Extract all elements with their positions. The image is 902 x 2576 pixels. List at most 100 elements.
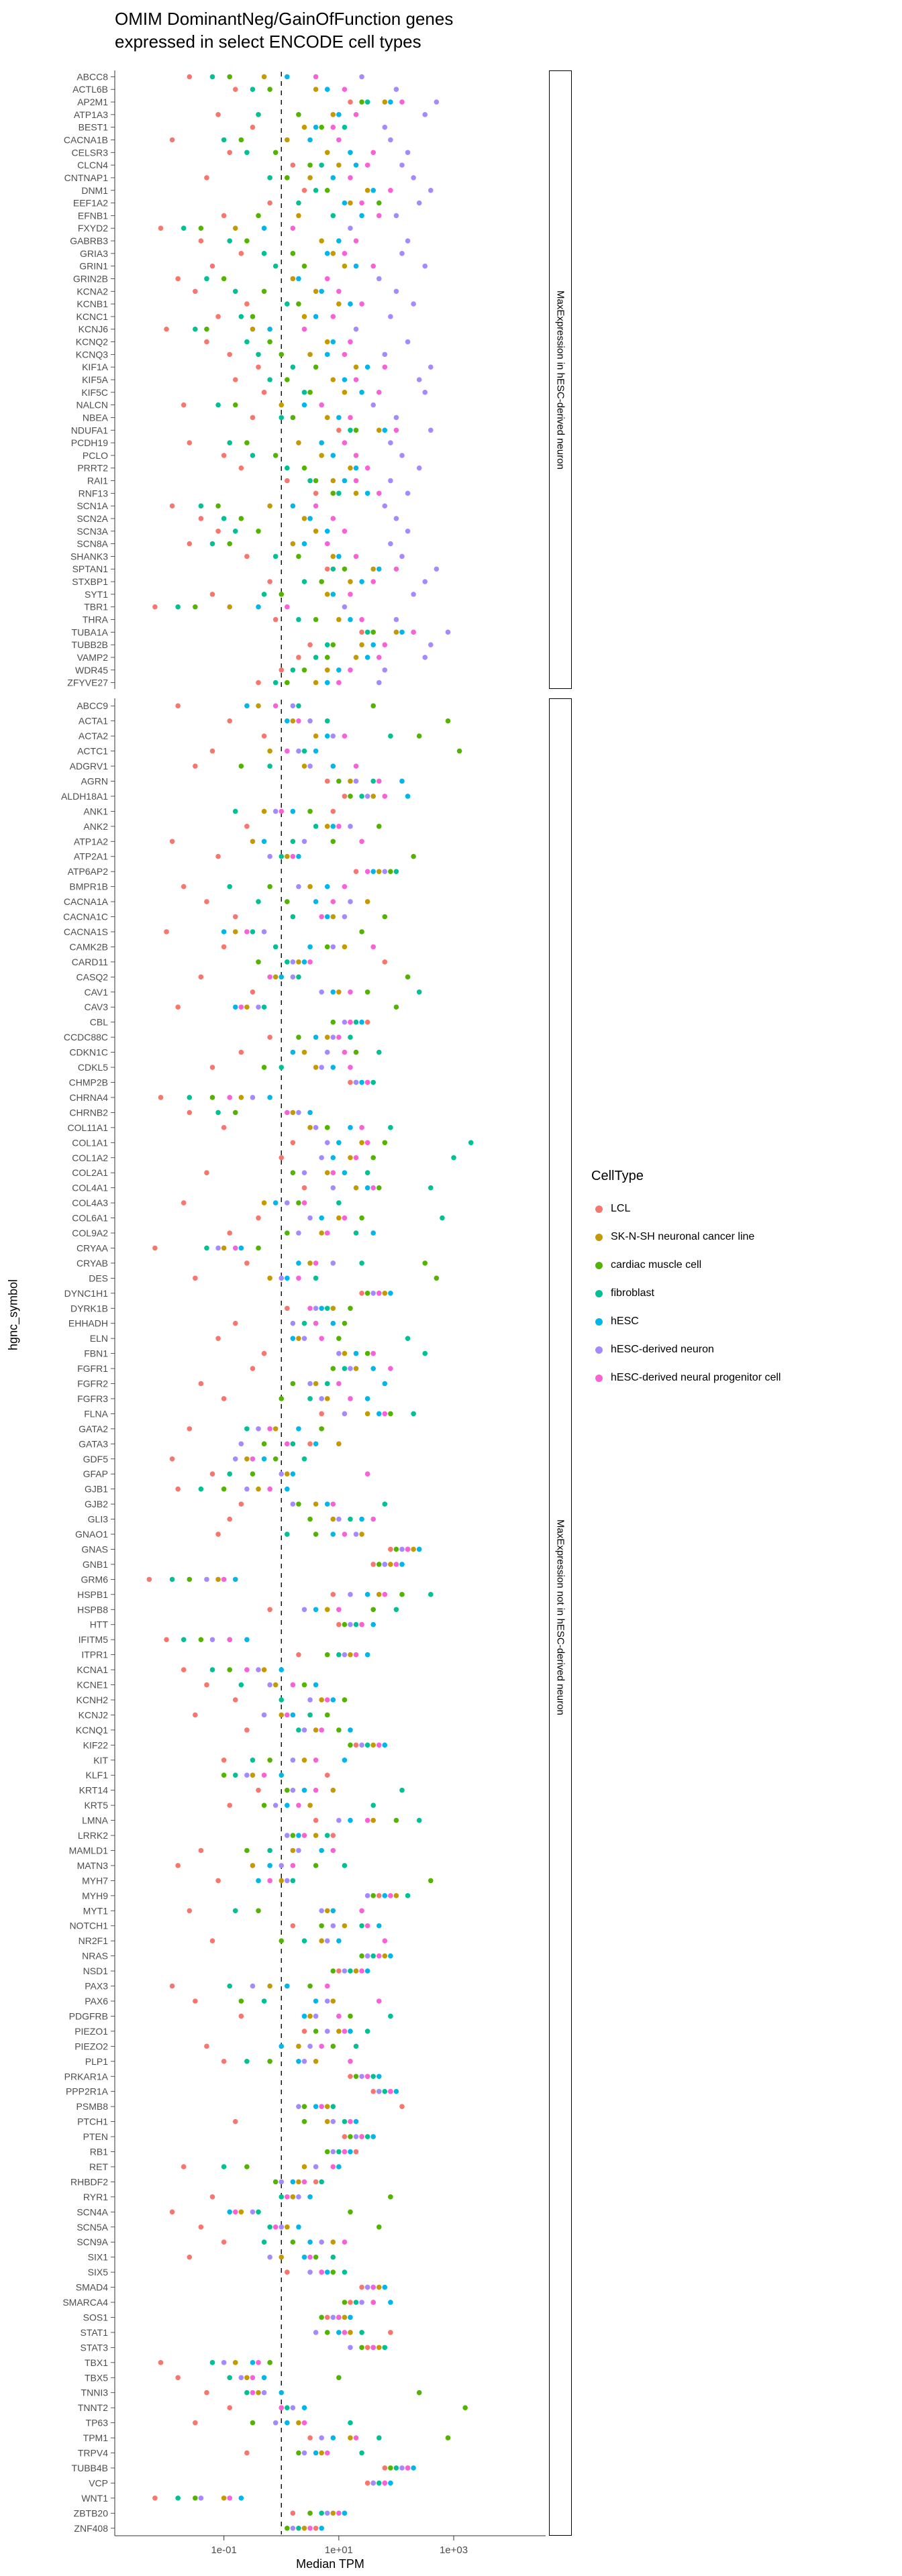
data-point xyxy=(221,929,227,934)
data-point xyxy=(169,1456,175,1462)
data-point xyxy=(187,1095,193,1100)
gene-label: CAV3 xyxy=(84,1002,108,1012)
gene-label: NR2F1 xyxy=(79,1935,109,1946)
data-point xyxy=(272,150,279,156)
gene-label: PLP1 xyxy=(85,2056,108,2067)
data-point xyxy=(393,2088,399,2094)
data-point xyxy=(313,1320,319,1326)
gene-label: PTEN xyxy=(83,2131,108,2142)
data-point xyxy=(250,87,256,93)
data-point xyxy=(215,1336,221,1341)
data-point xyxy=(221,1396,227,1401)
data-point xyxy=(336,1652,342,1658)
data-point xyxy=(256,2360,261,2365)
data-point xyxy=(232,225,238,231)
data-point xyxy=(301,667,307,673)
data-point xyxy=(348,2029,353,2034)
data-point xyxy=(330,1320,336,1326)
data-point xyxy=(359,579,364,584)
data-point xyxy=(296,1200,301,1205)
data-point xyxy=(319,989,324,995)
data-point xyxy=(232,402,238,408)
gene-label: IFITM5 xyxy=(79,1634,109,1645)
data-point xyxy=(232,377,238,382)
data-point xyxy=(330,989,336,995)
data-point xyxy=(324,187,330,193)
data-point xyxy=(370,1817,376,1823)
gene-label: RHBDF2 xyxy=(70,2176,108,2187)
data-point xyxy=(279,808,285,814)
data-point xyxy=(267,2224,272,2230)
data-point xyxy=(285,1833,290,1838)
data-point xyxy=(359,1215,364,1221)
data-point xyxy=(330,314,336,319)
data-point xyxy=(342,1757,348,1763)
data-point xyxy=(232,1697,238,1703)
gene-label: GABRB3 xyxy=(70,235,108,246)
data-point xyxy=(279,1863,285,1868)
data-point xyxy=(250,929,256,934)
gene-label: NSD1 xyxy=(83,1966,109,1976)
data-point xyxy=(250,2360,256,2365)
data-point xyxy=(376,490,382,496)
data-point xyxy=(307,2435,313,2440)
data-point xyxy=(285,1532,290,1537)
gene-label: ZFYVE27 xyxy=(67,678,108,688)
data-point xyxy=(175,1486,181,1492)
gene-label: COL1A2 xyxy=(72,1152,108,1163)
data-point xyxy=(388,187,393,193)
data-point xyxy=(296,1803,301,1808)
data-point xyxy=(370,150,376,156)
data-point xyxy=(244,440,250,445)
data-point xyxy=(370,402,376,408)
data-point xyxy=(256,1426,261,1432)
data-point xyxy=(405,974,411,980)
data-point xyxy=(359,1953,364,1959)
data-point xyxy=(336,137,342,143)
data-point xyxy=(296,703,301,709)
data-point xyxy=(256,1215,261,1221)
data-point xyxy=(348,1079,353,1085)
data-point xyxy=(272,1426,279,1432)
data-point xyxy=(336,680,342,686)
data-point xyxy=(301,1833,307,1838)
data-point xyxy=(307,883,313,890)
data-point xyxy=(399,1592,405,1597)
data-point xyxy=(307,1381,313,1387)
data-point xyxy=(215,314,221,319)
data-point xyxy=(301,1336,307,1341)
data-point xyxy=(370,944,376,950)
legend-key-dot xyxy=(595,1289,603,1297)
data-point xyxy=(330,2164,336,2169)
data-point xyxy=(290,2194,296,2200)
data-point xyxy=(285,1878,290,1884)
data-point xyxy=(209,1095,215,1100)
data-point xyxy=(285,1983,290,1989)
data-point xyxy=(348,2074,353,2080)
data-point xyxy=(261,225,267,231)
data-point xyxy=(376,2088,382,2094)
data-point xyxy=(336,1441,342,1447)
data-point xyxy=(279,1275,285,1281)
data-point xyxy=(324,1501,330,1507)
data-point xyxy=(330,642,336,647)
data-point xyxy=(209,1667,215,1672)
data-point xyxy=(399,99,405,105)
data-point xyxy=(279,2179,285,2185)
legend-entry-label: hESC xyxy=(611,1316,639,1327)
data-point xyxy=(232,929,238,934)
data-point xyxy=(348,339,353,345)
data-point xyxy=(187,1908,193,1914)
data-point xyxy=(388,733,393,739)
gene-label: ATP6AP2 xyxy=(68,866,109,877)
data-point xyxy=(285,74,290,80)
data-point xyxy=(342,733,348,739)
data-point xyxy=(399,1787,405,1793)
gene-label: KCNQ2 xyxy=(76,337,108,347)
data-point xyxy=(364,465,370,471)
gene-label: CBL xyxy=(90,1017,108,1028)
data-point xyxy=(353,869,359,874)
data-point xyxy=(330,839,336,845)
data-point xyxy=(382,99,388,105)
gene-label: RET xyxy=(89,2161,108,2172)
